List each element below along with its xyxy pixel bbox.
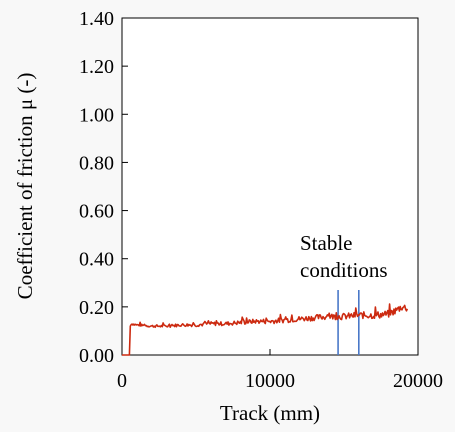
stable-condition-markers xyxy=(337,290,360,355)
y-tick-label: 1.00 xyxy=(79,104,114,126)
y-tick-label: 1.20 xyxy=(79,56,114,78)
x-tick-label: 0 xyxy=(117,370,127,392)
x-axis-title: Track (mm) xyxy=(220,401,320,425)
annotation-line-1: Stable xyxy=(300,231,353,255)
x-axis-ticks: 0 10000 20000 xyxy=(117,349,443,392)
y-tick-label: 0.00 xyxy=(79,345,114,367)
x-tick-label: 20000 xyxy=(393,370,443,392)
friction-series-line xyxy=(122,303,409,356)
y-tick-label: 0.40 xyxy=(79,249,114,271)
y-tick-label: 0.20 xyxy=(79,297,114,319)
y-tick-label: 1.40 xyxy=(79,8,114,30)
plot-area xyxy=(121,17,419,356)
y-axis-ticks: 0.00 0.20 0.40 0.60 0.80 1.00 1.20 1.40 xyxy=(79,8,128,367)
y-axis-title: Coefficient of friction μ (-) xyxy=(13,73,37,300)
annotation-line-2: conditions xyxy=(300,258,388,282)
x-tick-label: 10000 xyxy=(245,370,295,392)
y-tick-label: 0.80 xyxy=(79,152,114,174)
y-tick-label: 0.60 xyxy=(79,201,114,223)
